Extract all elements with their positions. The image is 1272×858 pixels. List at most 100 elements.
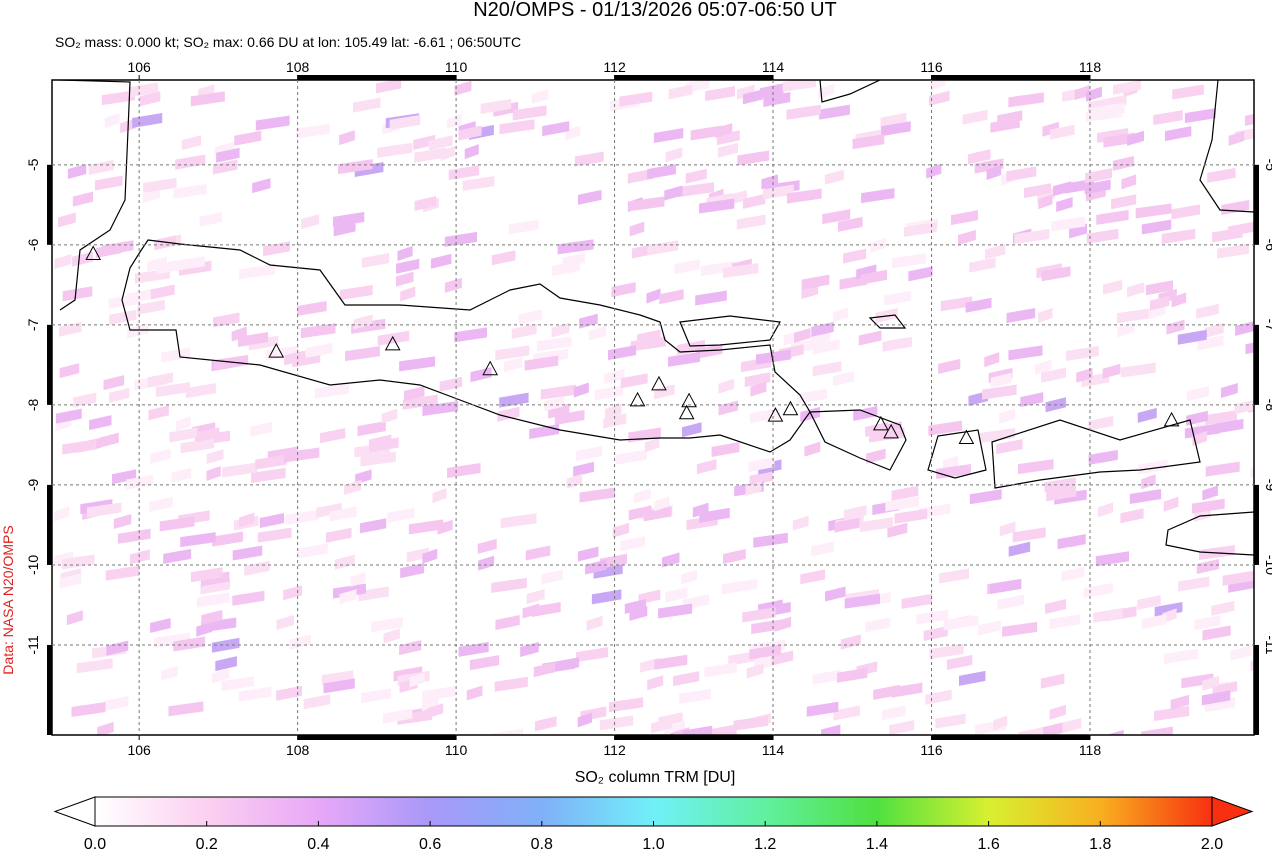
frame-band — [931, 735, 1090, 740]
x-tick-label: 112 — [603, 742, 626, 758]
speckle — [67, 163, 87, 179]
speckle — [159, 516, 195, 532]
speckle — [1102, 279, 1123, 295]
speckle — [1127, 282, 1145, 298]
speckle — [239, 264, 275, 280]
speckle — [578, 546, 599, 562]
colorbar-tick-label: 1.8 — [1089, 836, 1111, 853]
speckle — [1170, 694, 1189, 710]
speckle — [750, 381, 767, 397]
speckle — [296, 123, 330, 139]
speckle — [1046, 486, 1077, 502]
speckle — [1141, 219, 1172, 235]
grid — [52, 80, 1254, 735]
speckle — [800, 569, 826, 585]
speckle — [440, 145, 455, 161]
speckle — [148, 405, 169, 421]
y-tick-label: -10 — [25, 555, 41, 575]
speckle — [150, 284, 175, 300]
speckle — [1141, 474, 1156, 490]
volcano-marker — [678, 404, 695, 420]
speckle — [339, 589, 357, 605]
speckle — [1171, 292, 1187, 308]
speckle — [285, 509, 319, 525]
coastline — [1199, 80, 1254, 213]
speckle — [1154, 705, 1190, 721]
speckle — [861, 188, 895, 204]
frame-band — [614, 75, 774, 80]
speckle — [782, 80, 817, 92]
speckle — [1178, 576, 1210, 592]
speckle — [668, 84, 693, 100]
speckle — [103, 695, 129, 711]
speckle — [300, 323, 336, 339]
speckle — [565, 125, 581, 141]
speckle — [573, 382, 589, 398]
speckle — [361, 688, 391, 704]
speckle — [466, 685, 483, 701]
speckle — [59, 363, 80, 379]
speckle — [62, 439, 97, 455]
speckle — [1020, 392, 1044, 408]
speckle — [759, 83, 784, 99]
speckle — [717, 142, 738, 158]
speckle — [889, 720, 915, 735]
speckle — [1039, 722, 1063, 735]
speckle — [818, 83, 835, 99]
speckle — [744, 372, 771, 388]
speckle — [1212, 681, 1238, 697]
speckle — [588, 325, 607, 341]
speckle — [458, 125, 482, 141]
speckle — [1049, 614, 1081, 630]
speckle — [149, 496, 173, 512]
frame-band — [931, 75, 1090, 80]
speckle — [931, 80, 946, 91]
speckle — [843, 505, 867, 521]
speckle — [400, 563, 424, 579]
speckle — [594, 385, 623, 401]
speckle — [873, 684, 901, 700]
speckle — [1164, 648, 1198, 664]
speckle — [1172, 84, 1204, 100]
speckle — [753, 532, 788, 548]
speckle — [1050, 124, 1075, 140]
speckle — [916, 609, 949, 625]
speckle — [155, 382, 190, 398]
speckle — [833, 307, 849, 323]
speckle — [1102, 363, 1121, 379]
speckle — [298, 543, 328, 559]
speckle — [837, 667, 868, 683]
speckle — [1202, 485, 1218, 501]
speckle — [1145, 280, 1174, 296]
background-field — [53, 80, 1254, 735]
speckle — [375, 80, 402, 94]
speckle — [190, 91, 225, 107]
speckle — [840, 634, 861, 650]
speckle — [447, 462, 481, 478]
speckle — [943, 615, 979, 631]
speckle — [540, 384, 577, 400]
y-tick-label: -5 — [25, 158, 41, 171]
speckle — [668, 351, 701, 367]
speckle — [685, 168, 707, 184]
speckle — [819, 104, 850, 120]
speckle — [447, 114, 462, 130]
speckle — [185, 383, 216, 399]
speckle — [926, 163, 942, 179]
speckle — [503, 357, 523, 373]
speckle — [1008, 541, 1031, 557]
speckle — [1181, 673, 1214, 689]
speckle — [1177, 329, 1207, 345]
speckle — [551, 322, 570, 338]
speckle — [852, 134, 885, 150]
speckle — [653, 128, 684, 144]
speckle — [749, 408, 780, 424]
speckle — [129, 549, 150, 565]
speckle — [57, 212, 76, 228]
frame-band — [1254, 484, 1259, 565]
speckle — [792, 515, 809, 531]
speckle — [180, 532, 216, 548]
speckle — [276, 614, 294, 630]
speckle — [984, 352, 1000, 368]
speckle — [812, 339, 840, 355]
